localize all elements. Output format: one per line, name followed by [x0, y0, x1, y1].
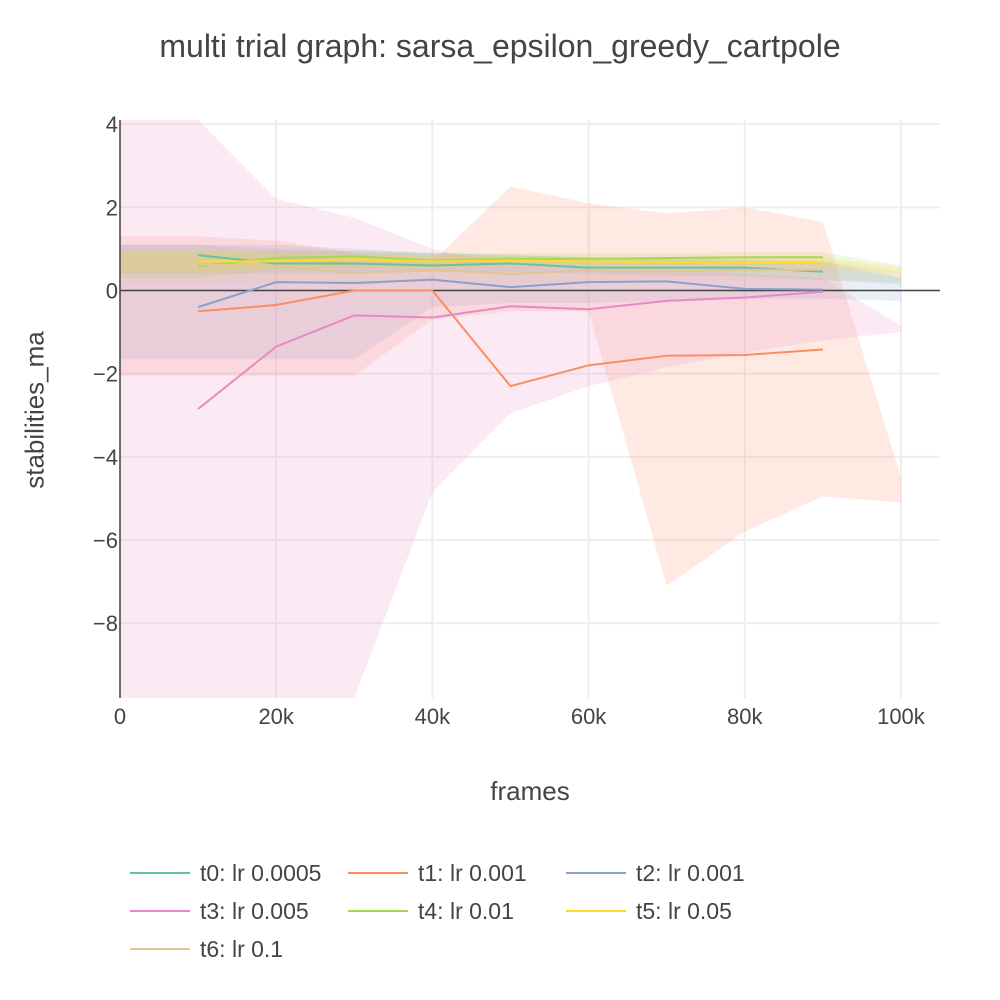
legend-item[interactable]: t6: lr 0.1	[130, 932, 283, 966]
legend-item[interactable]: t1: lr 0.001	[348, 856, 527, 890]
series-line	[197, 278, 823, 309]
x-tick-label: 20k	[258, 704, 294, 729]
series-line	[198, 289, 823, 388]
legend-item[interactable]: t3: lr 0.005	[130, 894, 309, 928]
x-tick-label: 80k	[727, 704, 763, 729]
confidence-band	[120, 120, 901, 698]
legend-label: t4: lr 0.01	[418, 897, 514, 924]
legend-item[interactable]: t5: lr 0.05	[566, 894, 732, 928]
legend-swatch	[566, 910, 626, 912]
series-line	[197, 290, 823, 410]
y-axis-title: stabilities_ma	[19, 331, 50, 489]
legend-label: t2: lr 0.001	[636, 859, 745, 886]
legend-item[interactable]: t2: lr 0.001	[566, 856, 745, 890]
legend-label: t6: lr 0.1	[200, 935, 284, 962]
y-tick-label: −4	[93, 445, 118, 470]
y-tick-label: 2	[106, 195, 118, 220]
legend-swatch	[130, 872, 190, 874]
x-tick-label: 60k	[571, 704, 607, 729]
y-tick-label: 0	[106, 278, 118, 303]
legend-label: t5: lr 0.05	[636, 897, 732, 924]
x-tick-label: 100k	[877, 704, 926, 729]
legend-swatch	[348, 910, 408, 912]
legend-item[interactable]: t4: lr 0.01	[348, 894, 514, 928]
series-line	[198, 258, 823, 265]
series-line	[197, 255, 823, 268]
confidence-band	[120, 244, 901, 285]
y-tick-label: 4	[106, 112, 118, 137]
series-line	[197, 254, 823, 273]
chart-title: multi trial graph: sarsa_epsilon_greedy_…	[159, 28, 841, 64]
legend-label: t3: lr 0.005	[200, 897, 309, 924]
tick-label-layer: 0 20k 40k 60k 80k 100k 4 2 0 −2 −4 −6 −8	[93, 112, 926, 729]
y-tick-label: −8	[93, 611, 118, 636]
x-tick-label: 0	[114, 704, 126, 729]
legend-swatch	[130, 948, 190, 950]
x-tick-label: 40k	[415, 704, 451, 729]
x-axis-title: frames	[490, 776, 570, 806]
legend-label: t0: lr 0.0005	[200, 859, 322, 886]
series-line-layer	[197, 254, 823, 410]
legend-label: t1: lr 0.001	[418, 859, 527, 886]
confidence-band	[120, 186, 901, 586]
legend-swatch	[348, 872, 408, 874]
legend-swatch	[566, 872, 626, 874]
axis-layer	[119, 120, 940, 698]
series-line	[198, 263, 823, 275]
confidence-band	[120, 246, 901, 285]
legend-item[interactable]: t0: lr 0.0005	[130, 856, 321, 890]
y-tick-label: −6	[93, 528, 118, 553]
legend-swatch	[130, 910, 190, 912]
y-tick-label: −2	[93, 362, 118, 387]
